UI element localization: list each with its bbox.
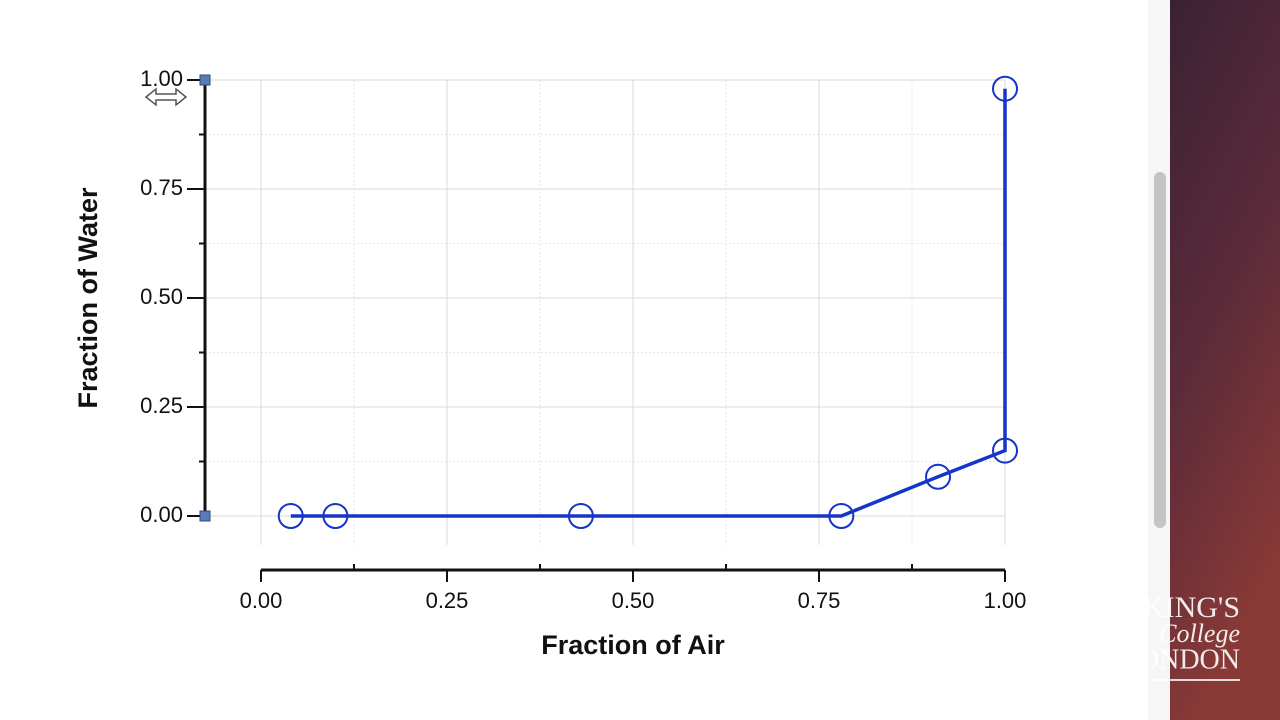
y-tick-label: 1.00 — [140, 66, 183, 91]
data-point — [925, 463, 952, 490]
logo-line: LONDON — [1122, 644, 1240, 675]
data-point — [567, 503, 594, 529]
x-tick-label: 0.25 — [426, 588, 469, 613]
data-point — [322, 503, 349, 529]
scrollbar-thumb[interactable] — [1154, 172, 1166, 528]
y-tick-label: 0.75 — [140, 175, 183, 200]
y-tick-label: 0.50 — [140, 284, 183, 309]
plot: 0.00 0.25 0.50 0.75 1.00 0.00 0.25 0.50 0.75 1.00 — [140, 66, 1026, 613]
resize-cursor — [144, 87, 188, 107]
data-point — [992, 75, 1018, 102]
data-point — [277, 503, 304, 529]
axis-handle[interactable] — [199, 510, 211, 522]
data-point — [992, 437, 1018, 464]
x-tick-label: 0.50 — [612, 588, 655, 613]
logo-line: KING'S — [1143, 591, 1240, 624]
x-tick-label: 0.75 — [798, 588, 841, 613]
logo-line: College — [1159, 619, 1240, 648]
data-point — [828, 503, 855, 529]
y-tick-label: 0.25 — [140, 393, 183, 418]
y-tick-label: 0.00 — [140, 502, 183, 527]
side-panel — [1170, 0, 1280, 720]
axis-handle[interactable] — [199, 74, 211, 86]
x-axis-title: Fraction of Air — [541, 630, 725, 660]
x-tick-label: 1.00 — [984, 588, 1027, 613]
data-line — [290, 88, 1007, 518]
x-tick-label: 0.00 — [240, 588, 283, 613]
y-axis-title: Fraction of Water — [73, 187, 103, 409]
